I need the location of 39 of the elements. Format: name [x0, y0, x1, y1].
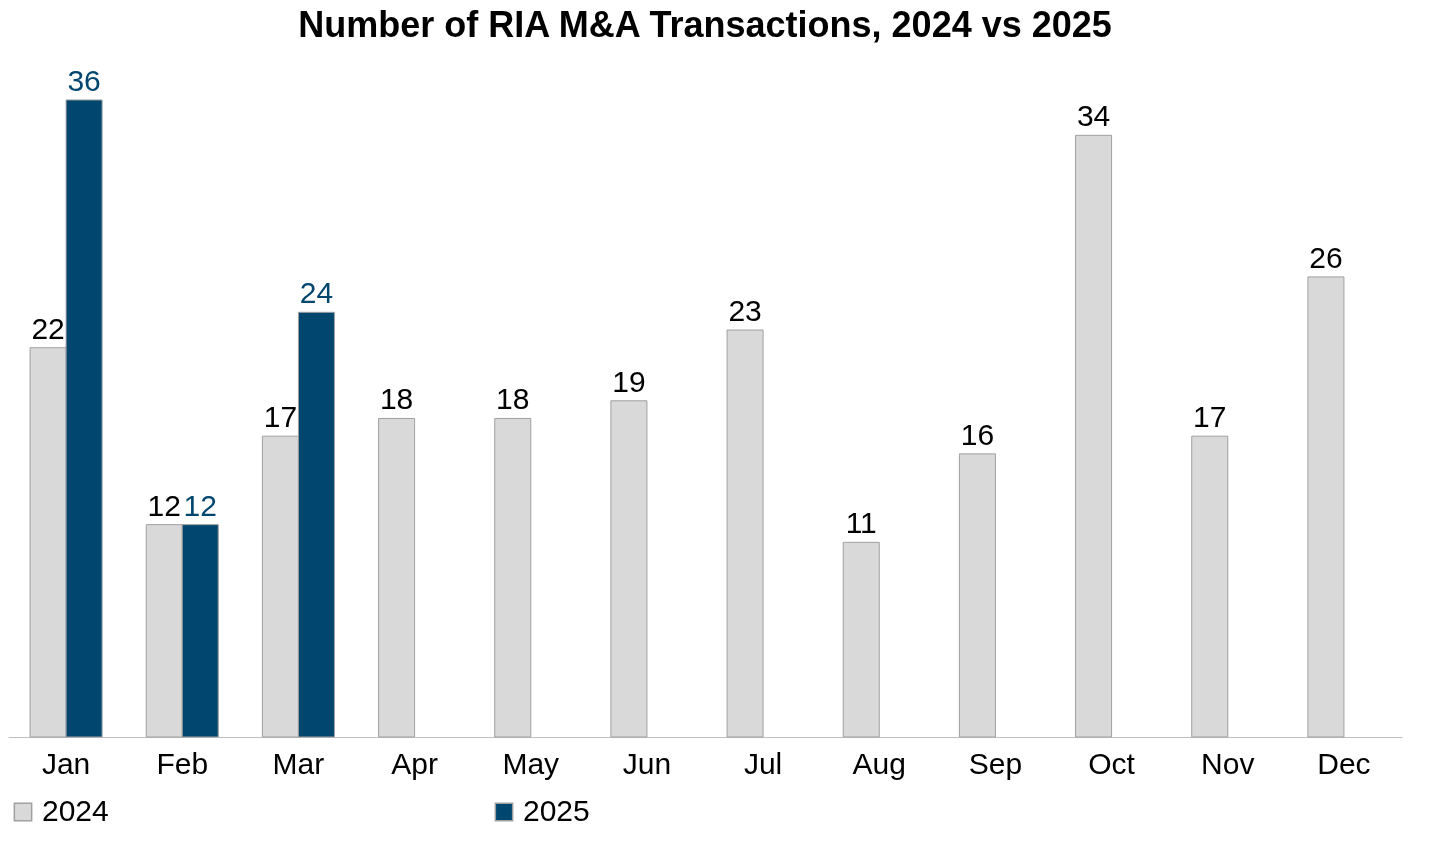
x-tick-label: Jun: [622, 746, 672, 780]
x-tick-label: Dec: [1317, 746, 1371, 780]
x-tick-label: Sep: [968, 746, 1023, 780]
bar: [610, 400, 648, 738]
bar: [842, 541, 880, 738]
data-label: 23: [728, 294, 762, 327]
bar: [1307, 276, 1345, 738]
bar: [958, 453, 996, 738]
data-label: 12: [147, 488, 181, 522]
x-tick-label: May: [502, 746, 560, 780]
x-tick-label: Jan: [41, 746, 91, 780]
data-label: 11: [845, 506, 877, 540]
data-label: 34: [1076, 99, 1111, 133]
x-tick-label: Aug: [852, 746, 906, 780]
bar: [378, 417, 416, 738]
x-tick-label: Apr: [391, 746, 438, 780]
bar: [1075, 134, 1113, 738]
data-label: 22: [31, 311, 65, 345]
data-label: 12: [183, 488, 217, 522]
data-label: 26: [1309, 240, 1343, 274]
data-label: 18: [496, 382, 530, 416]
chart-title: Number of RIA M&A Transactions, 2024 vs 2025: [298, 4, 1112, 45]
x-tick-label: Oct: [1088, 746, 1136, 780]
x-tick-label: Feb: [156, 746, 209, 780]
bar: [494, 417, 532, 738]
data-label: 17: [263, 400, 298, 434]
legend-label: 2025: [523, 794, 590, 827]
x-tick-label: Nov: [1201, 746, 1255, 780]
bar: [1191, 435, 1229, 738]
data-label: 16: [960, 417, 995, 451]
data-label: 19: [612, 364, 646, 398]
legend-label: 2024: [42, 794, 109, 827]
data-label: 24: [299, 276, 334, 310]
x-tick-label: Mar: [272, 746, 325, 780]
x-tick-label: Jul: [743, 746, 783, 780]
bar: [726, 329, 764, 738]
data-label: 17: [1193, 400, 1227, 434]
data-label: 36: [67, 63, 101, 97]
data-label: 18: [379, 382, 414, 416]
